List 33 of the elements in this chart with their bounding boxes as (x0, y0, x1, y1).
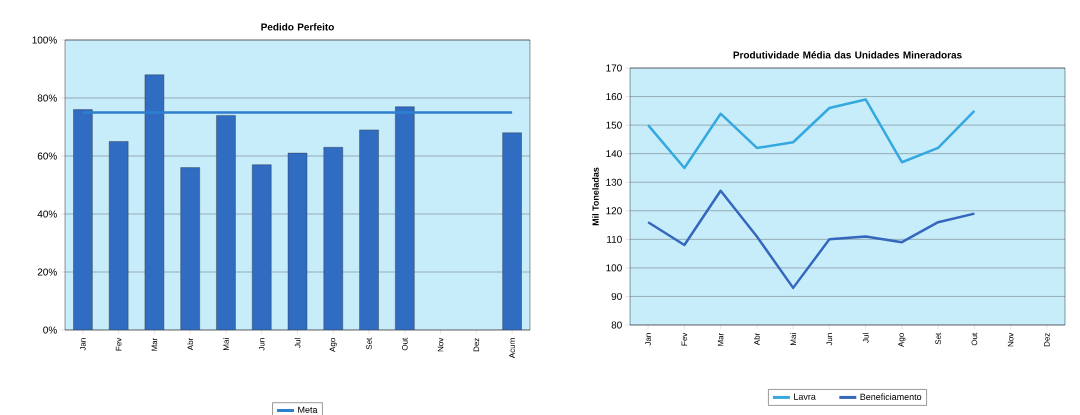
y-tick-label: 0% (43, 326, 57, 334)
bar (216, 115, 236, 330)
bar (502, 132, 522, 330)
legend-label: Meta (298, 406, 318, 413)
bar (180, 167, 200, 330)
y-tick-label: 60% (37, 152, 57, 160)
y-tick-label: 150 (606, 121, 622, 129)
bar (395, 106, 415, 330)
y-tick-label: 100 (606, 264, 622, 272)
bar (252, 164, 272, 330)
legend-label: Lavra (794, 393, 816, 400)
y-tick-label: 40% (37, 210, 57, 218)
y-tick-label: 20% (37, 268, 57, 276)
bar (73, 109, 93, 330)
chart-title: Pedido Perfeito (261, 23, 334, 31)
line-series (646, 98, 976, 170)
y-tick-label: 120 (606, 207, 622, 215)
bar (359, 129, 379, 330)
y-tick-label: 100% (32, 36, 57, 44)
y-tick-label: 80% (37, 94, 57, 102)
legend-label: Beneficiamento (860, 393, 922, 401)
y-tick-label: 140 (606, 150, 622, 158)
y-axis-title: Mil Toneladas (592, 167, 599, 226)
line-series (646, 189, 976, 290)
bar (323, 147, 343, 330)
y-tick-label: 160 (606, 93, 622, 101)
y-tick-label: 80 (611, 321, 622, 329)
y-tick-label: 90 (611, 292, 622, 300)
chart-title: Produtividade Média das Unidades Mineradoras (733, 51, 962, 59)
bar (108, 141, 129, 330)
y-tick-label: 170 (606, 64, 622, 72)
y-tick-label: 130 (606, 178, 622, 186)
y-tick-label: 110 (607, 235, 622, 243)
